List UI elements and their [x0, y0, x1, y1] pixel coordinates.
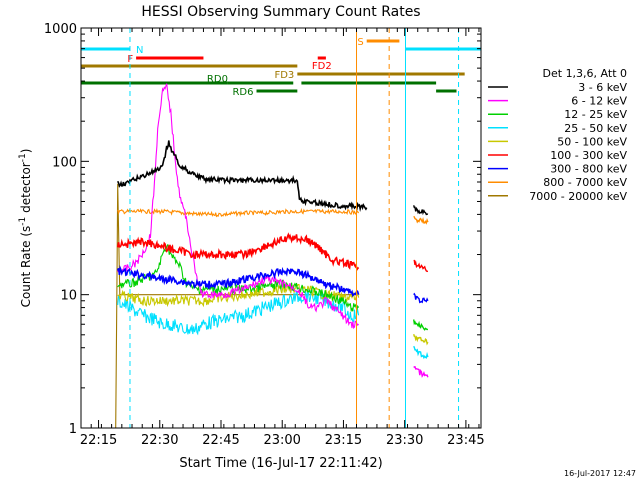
late-segment-line-8 — [413, 366, 429, 378]
x-tick-label-23-15: 23:15 — [325, 433, 362, 448]
x-tick-label-22-45: 22:45 — [202, 433, 239, 448]
legend-label-12-25-kev: 12 - 25 keV — [564, 108, 627, 121]
legend-label-25-50-kev: 25 - 50 keV — [564, 122, 627, 135]
flag-label-fd3: FD3 — [274, 70, 294, 81]
late-segment-line-5 — [413, 319, 429, 331]
late-segment-line-7 — [413, 345, 429, 360]
legend-label-800-7000-kev: 800 - 7000 keV — [543, 176, 627, 189]
series-line-50-100-kev — [117, 282, 360, 308]
x-axis: 22:15 22:30 22:45 23:00 23:15 23:30 23:45 — [80, 28, 485, 448]
series-line-12-25-kev — [117, 244, 360, 313]
y-axis-label-main: Count Rate (s — [19, 226, 33, 308]
series-line-100-300-kev — [116, 232, 360, 272]
flag-label-rd6: RD6 — [232, 87, 253, 98]
legend-title: Det 1,3,6, Att 0 — [543, 67, 627, 80]
chart-title: HESSI Observing Summary Count Rates — [141, 4, 420, 20]
late-segment-line-4 — [413, 292, 429, 304]
x-tick-label-23-45: 23:45 — [447, 433, 484, 448]
y-tick-label-1: 1 — [69, 422, 77, 437]
footer-date: 16-Jul-2017 12:47 — [564, 469, 636, 478]
series-line-300-800-kev — [116, 264, 360, 298]
x-tick-label-23-30: 23:30 — [386, 433, 423, 448]
y-axis-label-mid: detector — [19, 162, 33, 217]
late-segment-line-1 — [413, 205, 429, 216]
y-axis-label-end: ) — [19, 149, 33, 154]
series-line-3-6-kev — [116, 140, 368, 212]
legend-label-6-12-kev: 6 - 12 keV — [571, 95, 627, 108]
x-tick-label-22-30: 22:30 — [141, 433, 178, 448]
y-tick-label-100: 100 — [52, 155, 77, 170]
x-tick-label-23-00: 23:00 — [263, 433, 300, 448]
y-axis-label-sup1: -1 — [18, 217, 28, 226]
late-segment-line-6 — [413, 333, 429, 346]
y-axis-label: Count Rate (s-1 detector-1) — [18, 149, 33, 308]
legend-label-300-800-kev: 300 - 800 keV — [550, 163, 627, 176]
flag-label-s: S — [357, 37, 363, 48]
legend-label-3-6-kev: 3 - 6 keV — [578, 81, 627, 94]
x-tick-label-22-15: 22:15 — [80, 433, 117, 448]
y-tick-label-10: 10 — [60, 289, 77, 304]
flag-label-rd0: RD0 — [207, 74, 228, 85]
plot-frame — [80, 27, 482, 429]
y-axis: 1 10 100 1000 — [44, 22, 481, 437]
flag-label-n: N — [136, 45, 143, 56]
x-axis-label: Start Time (16-Jul-17 22:11:42) — [179, 456, 382, 471]
late-segment-line-3 — [413, 259, 429, 273]
legend-label-7000-20000-kev: 7000 - 20000 keV — [529, 190, 627, 203]
legend-label-50-100-kev: 50 - 100 keV — [557, 135, 627, 148]
legend-label-100-300-kev: 100 - 300 keV — [550, 149, 627, 162]
flag-bars: NSFFD2FD3RD0RD6 — [81, 37, 481, 98]
series-line-6-12-kev — [117, 83, 359, 330]
late-segment-line-2 — [413, 215, 429, 225]
flag-label-fd2: FD2 — [312, 61, 332, 72]
y-tick-label-1000: 1000 — [44, 22, 77, 37]
series-line-800-7000-kev — [117, 207, 360, 218]
plot-area — [80, 28, 460, 429]
y-axis-label-sup2: -1 — [18, 153, 28, 162]
